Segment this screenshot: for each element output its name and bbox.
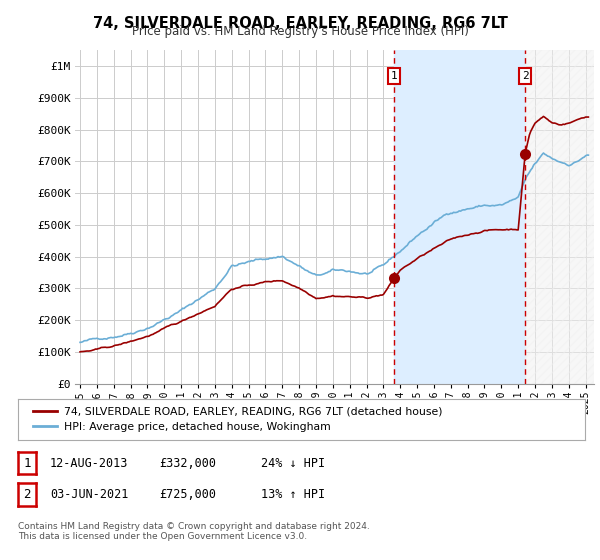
Text: 1: 1 [391,71,397,81]
Text: £725,000: £725,000 [159,488,216,501]
Text: Contains HM Land Registry data © Crown copyright and database right 2024.
This d: Contains HM Land Registry data © Crown c… [18,522,370,542]
Text: Price paid vs. HM Land Registry's House Price Index (HPI): Price paid vs. HM Land Registry's House … [131,25,469,38]
Bar [394,50,525,384]
Text: £332,000: £332,000 [159,456,216,470]
Text: 74, SILVERDALE ROAD, EARLEY, READING, RG6 7LT: 74, SILVERDALE ROAD, EARLEY, READING, RG… [92,16,508,31]
Legend: 74, SILVERDALE ROAD, EARLEY, READING, RG6 7LT (detached house), HPI: Average pri: 74, SILVERDALE ROAD, EARLEY, READING, RG… [29,402,446,437]
Text: 2: 2 [522,71,529,81]
Text: 03-JUN-2021: 03-JUN-2021 [50,488,128,501]
Text: 2: 2 [23,488,31,501]
Text: 12-AUG-2013: 12-AUG-2013 [50,456,128,470]
Text: 13% ↑ HPI: 13% ↑ HPI [261,488,325,501]
Text: 1: 1 [23,456,31,470]
Text: 24% ↓ HPI: 24% ↓ HPI [261,456,325,470]
Bar [525,50,598,384]
